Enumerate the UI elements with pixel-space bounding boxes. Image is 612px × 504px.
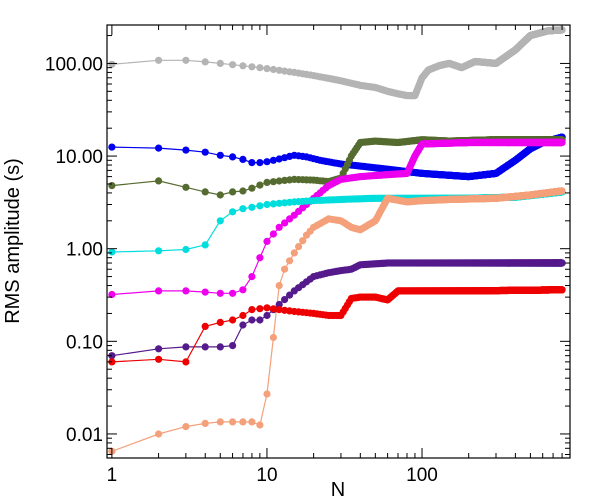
data-point: [275, 199, 283, 207]
data-point: [229, 342, 237, 350]
data-point: [256, 421, 264, 429]
data-point: [182, 183, 190, 191]
data-point: [229, 289, 237, 297]
data-point: [239, 286, 247, 294]
data-point: [263, 390, 271, 398]
data-point: [108, 143, 116, 151]
data-point: [248, 316, 256, 324]
data-point: [256, 202, 264, 210]
data-point: [108, 248, 116, 256]
data-point: [201, 288, 209, 296]
data-point: [295, 243, 303, 251]
data-point: [239, 187, 247, 195]
data-point: [281, 219, 289, 227]
data-point: [269, 333, 277, 342]
data-point: [248, 418, 256, 426]
data-point: [248, 184, 256, 192]
data-point: [256, 254, 264, 262]
data-point: [248, 159, 256, 167]
data-point: [182, 56, 190, 64]
data-point: [558, 187, 566, 195]
data-point: [201, 58, 209, 66]
data-point: [263, 311, 271, 320]
data-point: [558, 138, 566, 147]
data-point: [256, 316, 264, 324]
data-point: [201, 343, 209, 351]
data-point: [269, 156, 277, 164]
data-point: [108, 60, 116, 68]
data-point: [248, 63, 256, 71]
data-point: [269, 230, 277, 238]
data-point: [155, 144, 163, 152]
data-point: [155, 56, 163, 64]
data-point: [216, 289, 224, 297]
data-point: [216, 217, 224, 225]
data-point: [229, 208, 237, 216]
data-point: [155, 177, 163, 185]
data-point: [201, 148, 209, 156]
data-point: [216, 418, 224, 426]
data-point: [216, 191, 224, 199]
data-point: [263, 65, 271, 73]
data-point: [155, 430, 163, 438]
data-point: [216, 151, 224, 159]
data-point: [239, 62, 247, 70]
data-point: [182, 287, 190, 295]
data-point: [239, 205, 247, 213]
data-point: [155, 247, 163, 255]
data-point: [201, 419, 209, 427]
data-point: [286, 257, 294, 265]
data-point: [155, 345, 163, 353]
data-point: [239, 418, 247, 426]
series-layer: [108, 26, 566, 455]
series: [108, 138, 566, 299]
data-point: [201, 188, 209, 196]
data-point: [263, 200, 271, 209]
data-point: [275, 66, 283, 74]
data-point: [239, 155, 247, 163]
data-point: [239, 321, 247, 329]
data-point: [256, 64, 264, 72]
data-point: [182, 423, 190, 431]
data-point: [256, 159, 264, 167]
data-point: [275, 177, 283, 185]
data-point: [108, 290, 116, 299]
data-point: [281, 265, 289, 273]
data-point: [248, 203, 256, 211]
plot-area: [107, 25, 570, 458]
data-point: [182, 146, 190, 154]
data-point: [275, 155, 283, 163]
data-point: [155, 287, 163, 295]
data-point: [263, 158, 271, 166]
data-point: [229, 61, 237, 69]
data-point: [256, 181, 264, 189]
data-point: [269, 65, 277, 74]
data-point: [229, 418, 237, 426]
data-point: [269, 200, 277, 208]
data-point: [275, 223, 283, 231]
data-point: [275, 282, 283, 290]
data-point: [229, 188, 237, 196]
data-point: [269, 178, 277, 186]
data-point: [290, 249, 298, 257]
data-point: [216, 343, 224, 351]
data-point: [201, 241, 209, 249]
data-point: [263, 178, 271, 186]
data-point: [263, 237, 271, 245]
data-point: [248, 273, 256, 281]
data-point: [216, 59, 224, 67]
data-point: [182, 245, 190, 254]
series: [108, 26, 566, 100]
data-point: [229, 153, 237, 161]
data-point: [182, 343, 190, 351]
data-point: [108, 182, 116, 190]
